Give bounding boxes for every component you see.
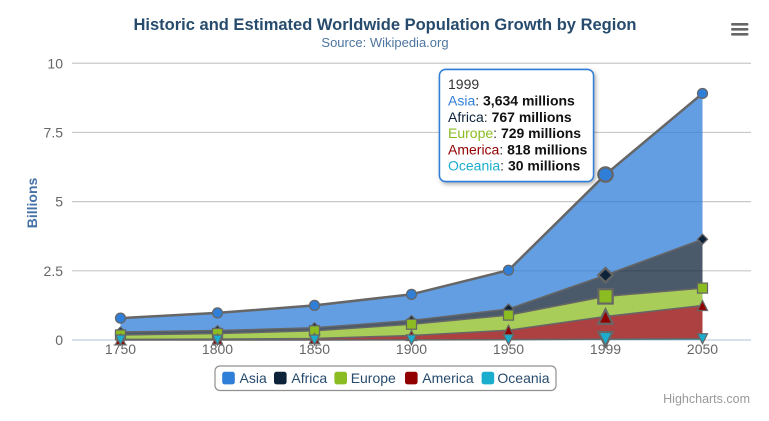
svg-text:Source: Wikipedia.org: Source: Wikipedia.org — [321, 35, 448, 50]
svg-text:Europe: 729 millions: Europe: 729 millions — [448, 125, 581, 141]
svg-text:Asia: Asia — [240, 370, 267, 386]
svg-text:Africa: 767 millions: Africa: 767 millions — [448, 109, 572, 125]
svg-text:1999: 1999 — [590, 341, 621, 357]
svg-text:Billions: Billions — [24, 178, 40, 229]
svg-text:America: 818 millions: America: 818 millions — [448, 141, 587, 157]
svg-text:Africa: Africa — [291, 370, 327, 386]
svg-text:Highcharts.com: Highcharts.com — [663, 392, 750, 406]
svg-text:Oceania: Oceania — [497, 370, 549, 386]
svg-text:10: 10 — [47, 55, 63, 71]
svg-text:1999: 1999 — [448, 76, 479, 92]
svg-text:1850: 1850 — [299, 341, 330, 357]
svg-text:America: America — [422, 370, 474, 386]
svg-text:1800: 1800 — [202, 341, 233, 357]
svg-text:Asia: 3,634 millions: Asia: 3,634 millions — [448, 93, 575, 109]
svg-text:5: 5 — [55, 194, 63, 210]
svg-text:0: 0 — [55, 332, 63, 348]
svg-text:1900: 1900 — [396, 341, 427, 357]
svg-text:1950: 1950 — [493, 341, 524, 357]
svg-text:Oceania: 30 millions: Oceania: 30 millions — [448, 158, 581, 174]
svg-text:2050: 2050 — [687, 341, 718, 357]
svg-text:7.5: 7.5 — [44, 124, 64, 140]
svg-text:Historic and Estimated Worldwi: Historic and Estimated Worldwide Populat… — [134, 16, 637, 34]
svg-text:Europe: Europe — [351, 370, 396, 386]
svg-text:1750: 1750 — [105, 341, 136, 357]
svg-text:2.5: 2.5 — [44, 263, 64, 279]
